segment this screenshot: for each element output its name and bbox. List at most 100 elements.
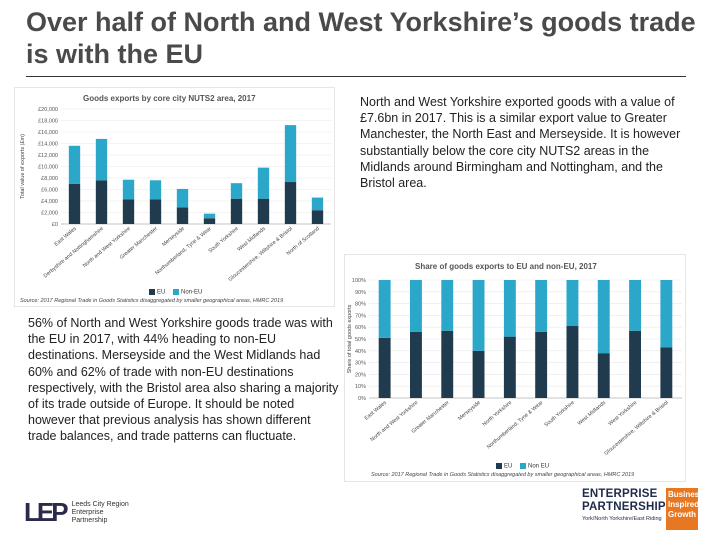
bar-non-eu	[311, 197, 324, 211]
chart-exports-value: Goods exports by core city NUTS2 area, 2…	[14, 87, 335, 307]
x-tick-label: Merseyside	[457, 400, 482, 422]
y-tick-label: 40%	[355, 349, 366, 355]
bar-non-eu	[230, 183, 243, 199]
x-tick-label: East Wales	[364, 400, 388, 422]
y-tick-label: £2,000	[41, 211, 58, 217]
y-tick-label: £0	[52, 222, 58, 228]
lcr-line2: Enterprise	[71, 508, 104, 516]
y-tick-label: £12,000	[38, 153, 58, 159]
commentary-exports: North and West Yorkshire exported goods …	[360, 95, 681, 191]
y-tick-label: 10%	[355, 384, 366, 390]
enterprise-partnership-logo: ENTERPRISE PARTNERSHIP York/North Yorksh…	[582, 488, 704, 530]
bar-non-eu	[122, 179, 135, 200]
bar-eu	[472, 350, 485, 398]
y-tick-label: 100%	[352, 278, 366, 284]
chart1-legend: EU Non-EU	[143, 289, 202, 296]
bar-non-eu	[566, 280, 579, 327]
bar-non-eu	[68, 145, 81, 184]
ep-badge1: Business	[668, 490, 704, 499]
y-tick-label: 60%	[355, 325, 366, 331]
bar-non-eu	[503, 280, 516, 337]
chart2-svg: 0% 10% 20% 30% 40% 50% 60% 70% 80% 90% 100% Share o…	[347, 278, 682, 457]
x-tick-label: West Yorkshire	[607, 400, 638, 427]
bar-eu	[257, 198, 270, 224]
bar-eu	[410, 331, 422, 398]
bar-eu	[203, 218, 216, 224]
bar-non-eu	[535, 280, 548, 332]
title-divider	[26, 76, 686, 77]
bar-non-eu	[441, 280, 454, 331]
bar-non-eu	[660, 280, 673, 348]
y-tick-label: £18,000	[38, 119, 58, 125]
bar-eu	[566, 326, 579, 398]
y-tick-label: 90%	[355, 290, 366, 296]
x-tick-label: Northumberland, Tyne & Wear	[486, 400, 545, 451]
x-tick-label: Gloucestershire, Wiltshire & Bristol	[603, 400, 669, 457]
bar-eu	[230, 198, 243, 224]
bar-non-eu	[203, 213, 216, 219]
y-tick-label: £4,000	[41, 199, 58, 205]
ep-line1: ENTERPRISE	[582, 488, 658, 500]
y-axis-label: Total value of exports (£m)	[20, 134, 26, 199]
bar-eu	[441, 330, 454, 398]
legend-eu-swatch	[496, 463, 502, 469]
x-tick-label: Northumberland, Tyne & Wear	[154, 226, 213, 277]
bar-eu	[284, 182, 297, 224]
bar-non-eu	[95, 138, 108, 181]
lcr-logo-text: Leeds City Region Enterprise Partnership	[72, 501, 129, 525]
chart-eu-share: Share of goods exports to EU and non-EU,…	[344, 254, 686, 482]
legend-eu-swatch	[149, 289, 155, 295]
lcr-line3: Partnership	[71, 516, 108, 524]
y-tick-label: 20%	[355, 372, 366, 378]
bar-eu	[149, 199, 162, 224]
y-tick-label: £6,000	[41, 188, 58, 194]
bar-non-eu	[149, 180, 162, 200]
ep-wordmark: ENTERPRISE PARTNERSHIP York/North Yorksh…	[582, 488, 666, 530]
y-tick-label: £8,000	[41, 176, 58, 182]
bar-eu	[535, 331, 548, 398]
chart2-legend-noneu: Non EU	[528, 463, 550, 470]
bar-non-eu	[597, 280, 610, 354]
y-tick-label: £20,000	[38, 107, 58, 113]
commentary-eu-share: 56% of North and West Yorkshire goods tr…	[28, 316, 339, 444]
bar-eu	[629, 330, 641, 398]
y-tick-label: £16,000	[38, 130, 58, 136]
lcr-lep-logo: LEP Leeds City Region Enterprise Partner…	[24, 497, 129, 528]
bar-eu	[122, 199, 135, 224]
ep-line2: PARTNERSHIP	[582, 501, 666, 513]
chart1-legend-eu: EU	[157, 289, 166, 296]
chart1-svg: £0 £2,000 £4,000 £6,000 £8,000 £10,000 £12,000…	[20, 107, 331, 283]
bar-eu	[176, 207, 189, 224]
x-tick-label: East Wales	[54, 226, 78, 248]
bar-non-eu	[257, 167, 270, 199]
chart1-legend-noneu: Non-EU	[181, 289, 203, 296]
lcr-line1: Leeds City Region	[71, 500, 129, 508]
legend-noneu-swatch	[520, 463, 527, 469]
y-tick-label: 0%	[358, 396, 366, 402]
y-tick-label: 80%	[355, 302, 366, 308]
chart2-legend: EU Non EU	[490, 463, 549, 470]
bar-non-eu	[284, 125, 297, 183]
bar-eu	[68, 183, 81, 224]
bar-eu	[503, 336, 516, 398]
chart1-source: Source: 2017 Regional Trade in Goods Sta…	[20, 298, 284, 304]
bar-non-eu	[176, 188, 189, 208]
chart2-legend-eu: EU	[504, 463, 513, 470]
y-tick-label: £14,000	[38, 142, 58, 148]
lep-mark-icon: LEP	[24, 497, 69, 527]
bar-eu	[311, 210, 324, 224]
y-tick-label: 30%	[355, 361, 366, 367]
bar-non-eu	[629, 280, 641, 331]
bar-eu	[660, 347, 673, 398]
legend-noneu-swatch	[173, 289, 180, 295]
y-tick-label: 50%	[355, 337, 366, 343]
chart2-title: Share of goods exports to EU and non-EU,…	[415, 262, 597, 271]
y-axis-label: Share of total goods exports	[347, 304, 353, 373]
bar-non-eu	[378, 280, 391, 338]
bar-eu	[95, 180, 108, 224]
bar-non-eu	[472, 280, 485, 351]
bar-eu	[378, 337, 391, 398]
ep-line3: York/North Yorkshire/East Riding	[582, 516, 662, 522]
x-tick-label: South Yorkshire	[543, 400, 575, 428]
x-tick-label: West Midlands	[577, 400, 608, 427]
